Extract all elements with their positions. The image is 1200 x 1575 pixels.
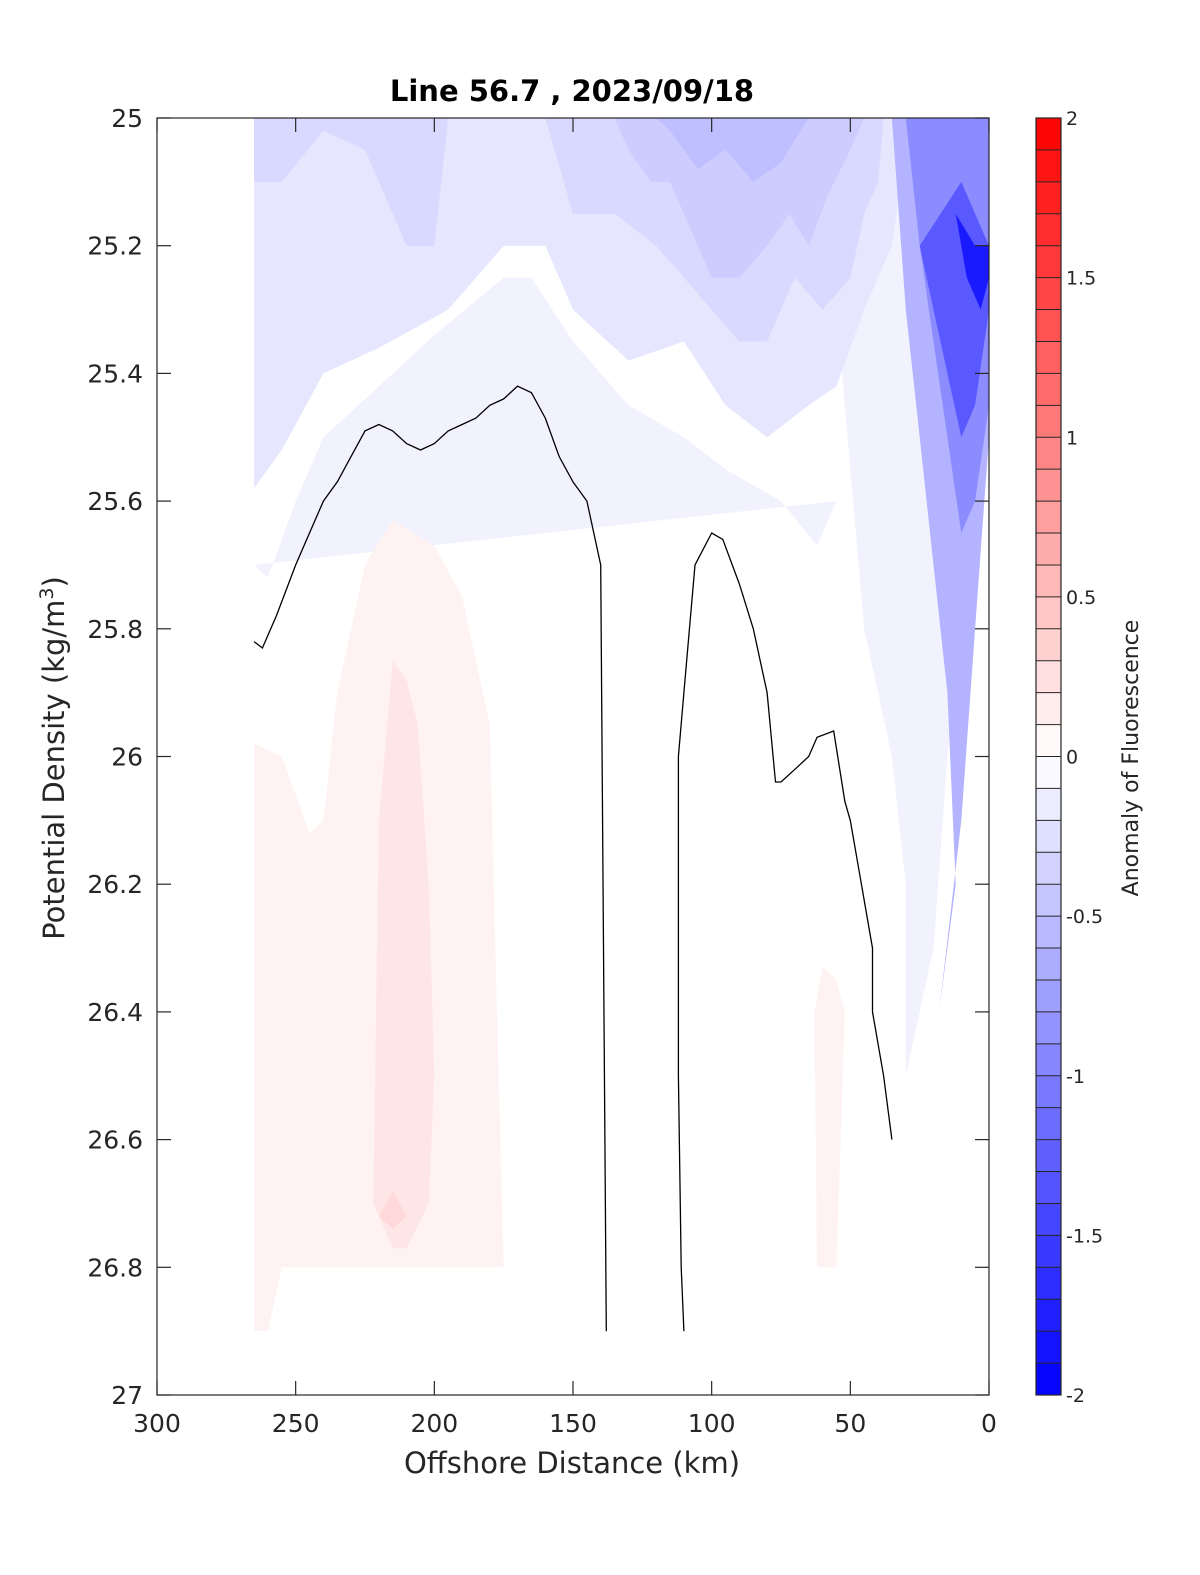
y-axis-title: Potential Density (kg/m3): [36, 576, 71, 940]
y-tick-label: 25: [111, 104, 143, 133]
y-tick-label: 26.8: [87, 1253, 143, 1282]
y-tick-label: 26.6: [87, 1126, 143, 1155]
colorbar-segment: [1036, 948, 1061, 981]
colorbar-tick-label: 1: [1066, 427, 1078, 449]
colorbar-tick-label: 0: [1066, 747, 1078, 769]
colorbar-segment: [1036, 724, 1061, 757]
colorbar-segment: [1036, 788, 1061, 821]
colorbar-segment: [1036, 660, 1061, 694]
colorbar-segment: [1036, 277, 1061, 311]
x-tick-label: 200: [410, 1409, 458, 1438]
colorbar-segment: [1036, 1299, 1061, 1332]
colorbar-segment: [1036, 1331, 1061, 1364]
contour-region-0: [254, 118, 989, 1076]
colorbar-segment: [1036, 692, 1061, 726]
colorbar-segment: [1036, 1107, 1061, 1141]
zero-contour-line-1: [677, 532, 893, 1332]
colorbar-segment: [1036, 852, 1061, 885]
colorbar-segment: [1036, 118, 1061, 151]
colorbar-segment: [1036, 533, 1061, 566]
y-tick-label: 25.4: [87, 359, 143, 388]
x-tick-label: 0: [981, 1409, 997, 1438]
colorbar-segment: [1036, 469, 1061, 502]
colorbar-frame: [1035, 117, 1062, 1396]
colorbar-tick-label: 2: [1066, 108, 1078, 130]
colorbar-segment: [1036, 1203, 1061, 1236]
colorbar-tick-label: 0.5: [1066, 587, 1096, 609]
colorbar-segment: [1036, 820, 1061, 853]
contour-region-12: [955, 213, 989, 310]
colorbar-tick-label: -0.5: [1066, 906, 1103, 928]
zero-contour-line-0: [253, 385, 607, 1332]
colorbar-segment: [1036, 437, 1061, 470]
x-tick-label: 50: [834, 1409, 866, 1438]
colorbar-segment: [1036, 1235, 1061, 1268]
colorbar-title: Anomaly of Fluorescence: [1119, 620, 1144, 897]
x-tick-label: 300: [133, 1409, 181, 1438]
chart-title: Line 56.7 , 2023/09/18: [390, 74, 754, 108]
colorbar-segment: [1036, 1043, 1061, 1077]
y-tick-label: 25.6: [87, 487, 143, 516]
colorbar-segment: [1036, 756, 1061, 789]
y-tick-label: 26: [111, 743, 143, 772]
colorbar-segment: [1036, 213, 1061, 247]
contour-region-7: [373, 660, 435, 1249]
y-tick-label: 25.8: [87, 615, 143, 644]
colorbar-segment: [1036, 309, 1061, 342]
y-axis: 25 25.2 25.4 25.6 25.8 26 26.2 26.4 26.6 26.8 27: [87, 104, 989, 1410]
colorbar-segment: [1036, 1267, 1061, 1300]
colorbar-segment: [1036, 884, 1061, 917]
colorbar-segment: [1036, 373, 1061, 406]
zero-contour-lines: [253, 385, 893, 1332]
contour-region-6: [814, 967, 845, 1268]
colorbar-segment: [1036, 501, 1061, 534]
colorbar-segment: [1036, 245, 1061, 279]
y-tick-label: 26.2: [87, 870, 143, 899]
filled-contours: [254, 118, 989, 1332]
colorbar-segment: [1036, 916, 1061, 949]
colorbar-tick-label: 1.5: [1066, 268, 1096, 290]
x-tick-label: 250: [272, 1409, 320, 1438]
colorbar-segment: [1036, 1011, 1061, 1045]
colorbar-segment: [1036, 628, 1061, 662]
y-tick-label: 25.2: [87, 232, 143, 261]
x-tick-label: 100: [688, 1409, 736, 1438]
y-tick-label: 26.4: [87, 998, 143, 1027]
x-tick-label: 150: [549, 1409, 597, 1438]
colorbar-segment: [1036, 1171, 1061, 1204]
colorbar-segment: [1036, 1075, 1061, 1109]
colorbar-segment: [1036, 1363, 1061, 1396]
colorbar-segment: [1036, 181, 1061, 215]
colorbar-segment: [1036, 979, 1061, 1013]
y-axis-title-sup: 3: [36, 587, 58, 599]
colorbar-segment: [1036, 405, 1061, 438]
contour-region-4: [656, 118, 809, 182]
y-axis-title-close: ): [37, 576, 71, 587]
contour-region-8: [378, 1190, 407, 1229]
x-axis-title: Offshore Distance (km): [404, 1446, 740, 1480]
colorbar-tick-label: -1: [1066, 1066, 1085, 1088]
colorbar-segment: [1036, 149, 1061, 183]
colorbar-segment: [1036, 564, 1061, 598]
colorbar-tick-label: -1.5: [1066, 1225, 1103, 1247]
colorbar-segment: [1036, 596, 1061, 630]
contour-region-3: [614, 118, 865, 278]
x-axis: 300 250 200 150 100 50 0: [133, 118, 997, 1438]
colorbar-tick-label: -2: [1066, 1385, 1085, 1407]
y-axis-title-text: Potential Density (kg/m: [37, 600, 71, 940]
colorbar: 2 1.5 1 0.5 0 -0.5 -1 -1.5 -2: [1035, 108, 1103, 1407]
colorbar-segment: [1036, 1139, 1061, 1173]
colorbar-segment: [1036, 341, 1061, 374]
y-tick-label: 27: [111, 1381, 143, 1410]
